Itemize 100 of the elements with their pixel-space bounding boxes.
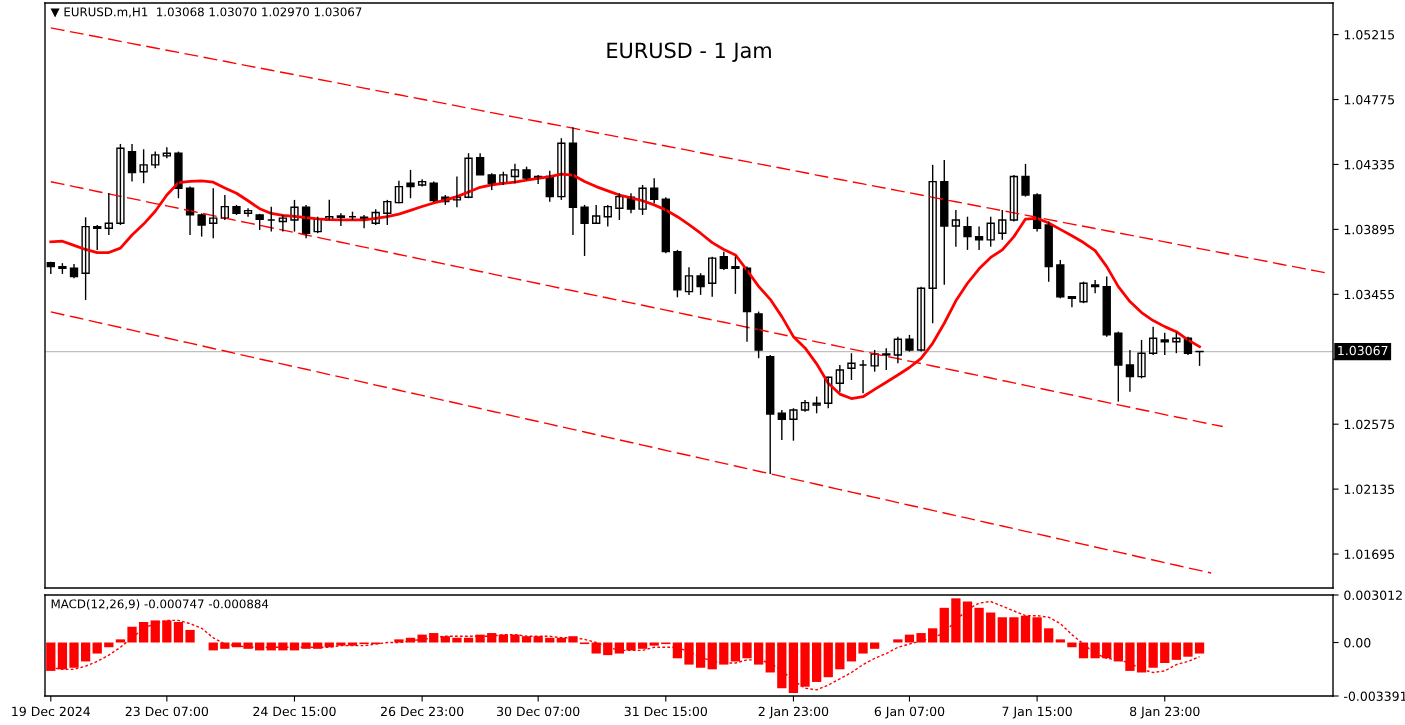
candlestick [580,204,589,257]
bar [591,642,601,654]
ref-line-label: 1.03067 [1338,345,1388,356]
bar [1183,642,1193,657]
bar [498,634,508,643]
candlestick [847,352,856,381]
x-tick-label: 2 Jan 23:00 [758,706,829,719]
line-series [50,311,1212,574]
x-tick-label: 26 Dec 23:00 [381,706,464,717]
annotation: ▼ EURUSD.m,H1 1.03068 1.03070 1.02970 1.03067 [50,7,362,18]
bar [1148,642,1158,668]
bar [719,642,729,665]
annotation: MACD(12,26,9) -0.000747 -0.000884 [51,599,269,610]
y-tick-label: 1.03895 [1344,224,1395,235]
bar [986,612,996,643]
bar [823,642,833,678]
candlestick [197,212,206,238]
y-tick-label: 1.04335 [1344,159,1395,170]
bar [614,642,625,654]
bar [870,642,880,649]
candlestick [696,272,705,296]
bar [649,642,659,646]
candlestick [93,224,102,251]
bar [626,642,636,651]
bar [429,633,439,643]
bar [487,633,497,643]
bar [637,642,648,649]
bar [301,642,311,649]
candlestick [963,215,972,251]
x-tick-label: 7 Jan 15:00 [1002,706,1072,719]
bar [846,642,857,662]
bar [440,636,450,643]
x-tick-label: 19 Dec 2024 [12,706,91,717]
bar [394,639,404,643]
x-tick-label: 31 Dec 15:00 [624,706,707,717]
bar [939,607,949,643]
candlestick [557,137,566,201]
bar [545,637,555,643]
bar [1194,642,1205,654]
y-tick-label: 1.01695 [1344,549,1395,559]
bar [92,642,102,654]
bar [730,642,741,662]
bar [1032,617,1042,643]
y-tick-label: 0.003012 [1344,590,1402,600]
bar [893,639,903,643]
bar [1009,617,1019,643]
bar [452,637,462,643]
bar [510,634,520,643]
y-tick-label: 1.05215 [1344,30,1395,40]
x-tick-label: 24 Dec 15:00 [253,706,336,717]
candlestick [1114,330,1123,403]
bar [57,642,68,670]
x-tick-label: 8 Jan 23:00 [1130,706,1200,719]
bar [1020,615,1031,643]
bar [974,607,984,643]
bar [463,637,474,643]
bar [928,628,938,643]
bar [475,634,485,643]
bar [278,642,288,651]
bar [835,642,845,670]
candlestick [731,255,740,295]
candlestick [754,310,763,359]
bar [568,636,578,643]
y-tick-label: 1.02135 [1344,484,1395,495]
bar [1067,642,1077,648]
bar [150,620,160,643]
candlestick [81,216,90,301]
y-tick-label: 1.04775 [1344,94,1395,105]
candlestick [209,187,218,239]
bar [243,642,253,649]
bar [858,642,868,654]
bar [80,642,91,662]
bar [753,642,764,665]
y-tick-label: 0.00 [1344,637,1371,648]
candlestick [615,192,624,221]
bar [138,622,149,643]
candlestick [870,349,879,373]
bar [916,633,926,643]
candlestick [882,347,891,371]
bar [162,620,172,643]
bar [812,642,822,682]
bar [695,642,706,668]
candlestick [1137,339,1146,379]
bar [742,642,752,659]
bar [997,617,1007,643]
bar [417,634,427,643]
y-tick-label: 1.02575 [1344,419,1395,430]
x-tick-label: 23 Dec 07:00 [125,706,209,717]
bar [1044,628,1054,643]
bar [521,636,532,643]
bar [1136,642,1147,673]
candlestick [1021,163,1030,198]
bar [707,642,717,670]
bar [800,642,810,687]
bar [115,639,126,643]
bar [1125,642,1135,671]
text: EURUSD - 1 Jam [607,42,771,63]
y-tick-label: 1.03455 [1344,289,1395,300]
candlestick [116,143,125,226]
x-tick-label: 30 Dec 07:00 [497,706,580,717]
